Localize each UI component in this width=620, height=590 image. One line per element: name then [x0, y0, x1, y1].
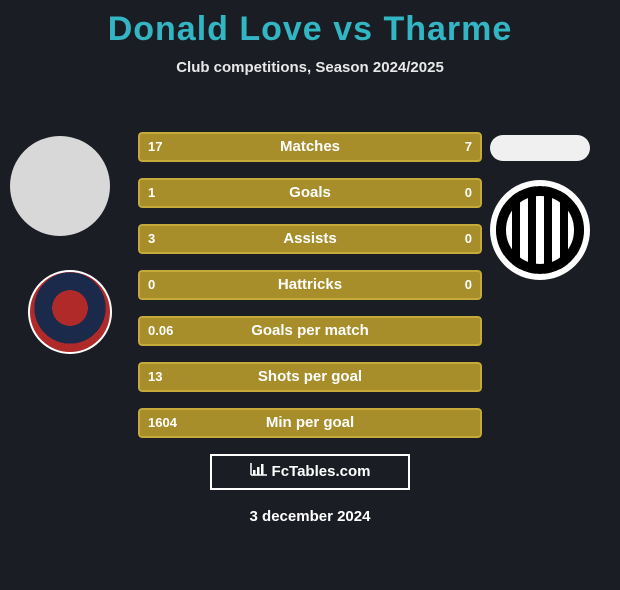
stat-value-left: 3: [138, 224, 165, 254]
club2-badge: [490, 180, 590, 280]
player1-avatar: [10, 136, 110, 236]
stat-value-left: 1604: [138, 408, 187, 438]
stat-row: Goals1 0: [138, 178, 482, 208]
stat-row: Hattricks0 0: [138, 270, 482, 300]
stat-row: Shots per goal13: [138, 362, 482, 392]
stat-label: Shots per goal: [138, 362, 482, 392]
stat-label: Min per goal: [138, 408, 482, 438]
stat-value-right: 0: [455, 224, 482, 254]
stat-row: Min per goal1604: [138, 408, 482, 438]
club1-badge: [28, 270, 112, 354]
branding-box: FcTables.com: [210, 454, 410, 490]
stat-label: Goals per match: [138, 316, 482, 346]
subtitle: Club competitions, Season 2024/2025: [0, 59, 620, 76]
stat-row: Assists3 0: [138, 224, 482, 254]
stat-value-right: 7: [455, 132, 482, 162]
chart-icon: [250, 456, 268, 488]
vs-text: vs: [333, 10, 373, 48]
stat-label: Hattricks: [138, 270, 482, 300]
stat-label: Goals: [138, 178, 482, 208]
branding-text: FcTables.com: [272, 463, 371, 480]
stat-value-right: 0: [455, 270, 482, 300]
stat-value-left: 0.06: [138, 316, 183, 346]
player2-name: Tharme: [383, 10, 512, 48]
stat-value-left: 0: [138, 270, 165, 300]
stat-value-left: 13: [138, 362, 172, 392]
stat-value-left: 1: [138, 178, 165, 208]
stat-value-right: 0: [455, 178, 482, 208]
stat-label: Assists: [138, 224, 482, 254]
date-label: 3 december 2024: [0, 508, 620, 525]
stat-value-left: 17: [138, 132, 172, 162]
player1-name: Donald Love: [108, 10, 323, 48]
club2-badge-inner: [496, 186, 584, 274]
stat-label: Matches: [138, 132, 482, 162]
player2-avatar: [490, 135, 590, 161]
stat-row: Goals per match0.06: [138, 316, 482, 346]
stat-row: Matches17 7: [138, 132, 482, 162]
page-title: Donald Love vs Tharme: [0, 10, 620, 49]
stats-container: Matches177Goals10Assists30Hattricks00Goa…: [138, 132, 482, 454]
